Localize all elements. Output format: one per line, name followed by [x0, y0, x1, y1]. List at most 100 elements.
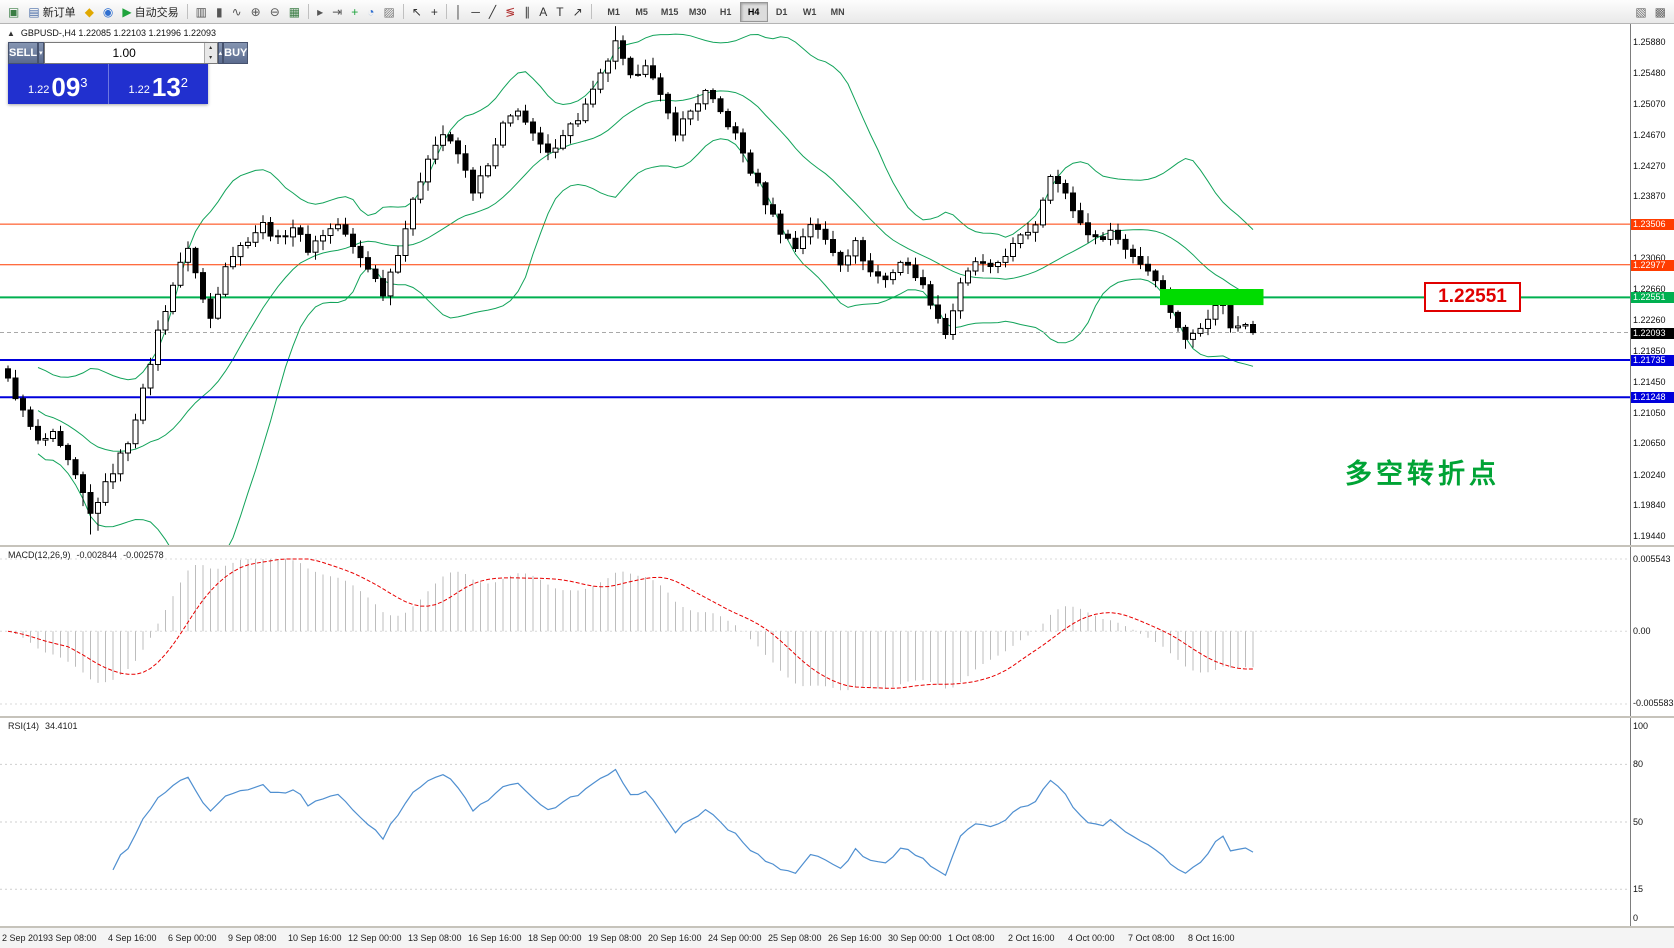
volume-up-button[interactable]: ▴: [204, 43, 217, 53]
price-tick-label: 1.24270: [1631, 161, 1674, 172]
sell-button[interactable]: SELL: [8, 42, 39, 64]
candlestick-chart-icon: ▮: [215, 4, 223, 19]
price-tick-label: 0.00: [1631, 626, 1674, 637]
timeframe-m15[interactable]: M15: [660, 6, 679, 17]
price-tick-label: 80: [1631, 759, 1674, 770]
templates-icon: ▨: [383, 4, 395, 19]
highlight-zone[interactable]: [1160, 289, 1264, 306]
arrows-icon: ↗: [572, 4, 583, 19]
price-tick-label: 1.21450: [1631, 377, 1674, 388]
data-window-button[interactable]: ▧: [1631, 1, 1650, 23]
volume-down-button[interactable]: ▾: [204, 53, 217, 63]
candlestick-chart-button[interactable]: ▮: [212, 1, 227, 23]
rsi-axis[interactable]: 100 80 50 15 0: [1630, 718, 1674, 926]
periods-icon: ◔: [367, 4, 375, 19]
timeframe-d1[interactable]: D1: [775, 6, 788, 17]
price-tick-label: 0.005543: [1631, 554, 1674, 565]
chart-list-icon: ▩: [1654, 4, 1666, 19]
templates-button[interactable]: ▨: [379, 1, 398, 23]
chart-shift-icon: ⇥: [332, 4, 343, 19]
timeframe-h4[interactable]: H4: [739, 1, 768, 22]
tile-windows-button[interactable]: ▦: [285, 1, 304, 23]
price-tick-label: 1.23060: [1631, 253, 1674, 264]
time-tick-label: 2 Oct 16:00: [1008, 933, 1055, 943]
indicators-button[interactable]: +: [347, 1, 362, 23]
new-chart-button[interactable]: ▣: [4, 1, 23, 23]
panel-separator[interactable]: [0, 926, 1674, 928]
timeframe-m1[interactable]: M1: [607, 6, 620, 17]
price-axis[interactable]: 1.25880 1.25480 1.25070 1.24670 1.24270 1.238…: [1630, 24, 1674, 545]
channel-button[interactable]: ∥: [520, 1, 534, 23]
toolbar-divider: [186, 4, 188, 19]
rsi-name: RSI(14): [8, 721, 40, 731]
vertical-line-icon: │: [454, 4, 463, 19]
volume-input[interactable]: [44, 43, 204, 63]
horizontal-line-button[interactable]: ─: [467, 1, 484, 23]
chart-shift-button[interactable]: ⇥: [328, 1, 346, 23]
zoom-out-button[interactable]: ⊖: [266, 1, 284, 23]
fibonacci-button[interactable]: ≶: [501, 1, 519, 23]
zoom-in-icon: ⊕: [250, 4, 261, 19]
rsi-canvas[interactable]: [0, 718, 1631, 926]
text-button[interactable]: A: [535, 1, 551, 23]
time-tick-label: 24 Sep 00:00: [708, 933, 762, 943]
price-level-label: 1.23506: [1631, 219, 1674, 230]
sell-price-prefix: 1.22: [27, 84, 50, 96]
toolbar: ▣ ▤ 新订单 ◆ ◉ ▶ 自动交易 ▥ ▮ ∿ ⊕ ⊖ ▦ ▸ ⇥ + ◔ ▨ ↖ + │ ─ ╱ ≶ ∥ A T ↗ M1 M5 M1…: [0, 0, 1674, 24]
bar-chart-button[interactable]: ▥: [192, 1, 211, 23]
price-callout-box[interactable]: 1.22551: [1424, 282, 1521, 312]
time-tick-label: 19 Sep 08:00: [588, 933, 642, 943]
buy-dropdown-arrow[interactable]: ▴: [217, 42, 224, 64]
timeframe-mn[interactable]: MN: [830, 6, 845, 17]
trendline-button[interactable]: ╱: [485, 1, 500, 23]
macd-axis[interactable]: 0.005543 0.00 -0.005583: [1630, 547, 1674, 716]
periods-button[interactable]: ◔: [363, 1, 378, 23]
metaeditor-button[interactable]: ◆: [81, 1, 98, 23]
zoom-in-button[interactable]: ⊕: [247, 1, 265, 23]
macd-canvas[interactable]: [0, 547, 1631, 716]
line-chart-button[interactable]: ∿: [228, 1, 246, 23]
macd-panel: 0.005543 0.00 -0.005583 MACD(12,26,9) -0.0…: [0, 547, 1674, 716]
buy-button[interactable]: BUY: [223, 42, 249, 64]
new-order-button[interactable]: ▤ 新订单: [24, 1, 79, 23]
auto-scroll-icon: ▸: [317, 4, 324, 19]
chart-annotation-text[interactable]: 多空转折点: [1345, 459, 1500, 489]
time-tick-label: 3 Sep 08:00: [48, 933, 97, 943]
text-icon: A: [539, 4, 548, 19]
timeframe-w1[interactable]: W1: [802, 6, 817, 17]
arrows-button[interactable]: ↗: [569, 1, 587, 23]
community-button[interactable]: ◉: [99, 1, 117, 23]
time-tick-label: 30 Sep 00:00: [888, 933, 942, 943]
panel-separator[interactable]: [0, 545, 1674, 547]
toolbar-divider: [590, 4, 592, 19]
sell-price[interactable]: 1.22 09 3: [8, 64, 109, 104]
auto-scroll-button[interactable]: ▸: [313, 1, 327, 23]
sell-dropdown-arrow[interactable]: ▾: [38, 42, 44, 64]
timeframe-m30[interactable]: M30: [688, 6, 707, 17]
chart-list-button[interactable]: ▩: [1651, 1, 1670, 23]
main-chart-canvas[interactable]: [0, 24, 1631, 545]
panel-separator[interactable]: [0, 716, 1674, 718]
time-tick-label: 18 Sep 00:00: [528, 933, 582, 943]
time-tick-label: 20 Sep 16:00: [648, 933, 702, 943]
timeframe-m5[interactable]: M5: [635, 6, 648, 17]
rsi-title: RSI(14) 34.4101: [8, 721, 78, 731]
horizontal-line-icon: ─: [471, 4, 480, 19]
buy-price-pip: 2: [180, 75, 189, 90]
oneclick-collapse-arrow[interactable]: ▲: [7, 28, 15, 38]
autotrading-button[interactable]: ▶ 自动交易: [118, 1, 182, 23]
buy-price[interactable]: 1.22 13 2: [109, 64, 209, 104]
ohlc-info: GBPUSD-,H4 1.22085 1.22103 1.21996 1.220…: [20, 28, 217, 38]
price-tick-label: 1.22660: [1631, 284, 1674, 295]
label-button[interactable]: T: [552, 1, 567, 23]
time-axis[interactable]: 2 Sep 2019 3 Sep 08:00 4 Sep 16:00 6 Sep 00…: [0, 928, 1674, 948]
crosshair-button[interactable]: +: [427, 1, 442, 23]
cursor-button[interactable]: ↖: [408, 1, 426, 23]
channel-icon: ∥: [524, 4, 531, 19]
timeframe-h1[interactable]: H1: [719, 6, 732, 17]
vertical-line-button[interactable]: │: [451, 1, 467, 23]
time-tick-label: 25 Sep 08:00: [768, 933, 822, 943]
trendline-icon: ╱: [488, 4, 497, 19]
time-tick-label: 2 Sep 2019: [2, 933, 49, 943]
